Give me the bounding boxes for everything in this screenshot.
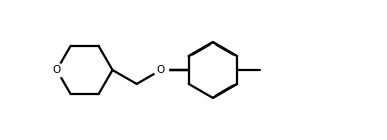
Text: O: O	[157, 65, 165, 75]
Text: O: O	[53, 65, 61, 75]
Text: O: O	[157, 65, 165, 75]
